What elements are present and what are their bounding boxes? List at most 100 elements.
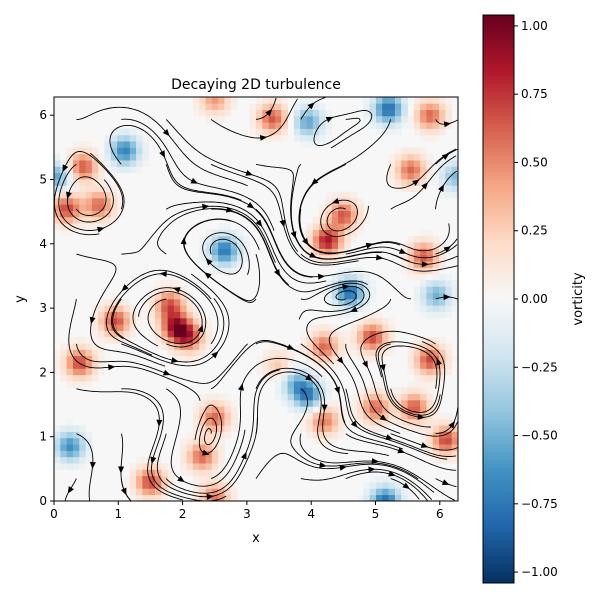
heatmap-cell <box>394 475 402 483</box>
heatmap-cell <box>256 122 263 129</box>
heatmap-cell <box>281 109 288 117</box>
heatmap-cell <box>344 412 352 420</box>
heatmap-cell <box>66 444 74 451</box>
heatmap-cell <box>98 330 105 338</box>
heatmap-cell <box>218 488 225 496</box>
heatmap-cell <box>262 355 269 363</box>
heatmap-cell <box>382 412 389 420</box>
heatmap-cell <box>357 280 364 287</box>
heatmap-cell <box>426 393 434 401</box>
heatmap-cell <box>363 311 370 319</box>
heatmap-cell <box>274 374 282 382</box>
heatmap-cell <box>274 343 282 350</box>
heatmap-cell <box>407 153 415 161</box>
heatmap-cell <box>401 97 408 104</box>
heatmap-cell <box>224 488 232 496</box>
heatmap-cell <box>426 128 434 136</box>
heatmap-cell <box>117 141 124 148</box>
heatmap-cell <box>426 368 434 376</box>
heatmap-cell <box>256 109 263 117</box>
heatmap-cell <box>66 198 74 205</box>
heatmap-cell <box>420 235 427 243</box>
heatmap-cell <box>72 160 80 167</box>
heatmap-cell <box>268 115 276 123</box>
heatmap-cell <box>300 336 307 344</box>
heatmap-cell <box>167 292 175 300</box>
heatmap-cell <box>319 122 326 129</box>
heatmap-cell <box>230 235 238 243</box>
heatmap-cell <box>426 160 434 167</box>
heatmap-cell <box>186 463 194 470</box>
heatmap-cell <box>199 488 206 496</box>
heatmap-cell <box>401 267 408 275</box>
heatmap-cell <box>268 128 276 136</box>
heatmap-cell <box>123 153 131 161</box>
heatmap-cell <box>350 412 358 420</box>
heatmap-cell <box>256 128 263 136</box>
heatmap-cell <box>388 97 396 104</box>
heatmap-cell <box>218 248 225 256</box>
heatmap-cell <box>407 235 415 243</box>
heatmap-cell <box>85 147 93 155</box>
heatmap-cell <box>401 172 408 180</box>
heatmap-cell <box>375 482 383 489</box>
heatmap-cell <box>155 292 162 300</box>
heatmap-cell <box>439 437 446 445</box>
streamline-arrow <box>205 258 213 266</box>
heatmap-cell <box>85 185 93 193</box>
heatmap-cell <box>91 330 99 338</box>
heatmap-cell <box>98 198 105 205</box>
heatmap-cell <box>407 261 415 268</box>
heatmap-cell <box>293 387 301 395</box>
heatmap-cell <box>98 324 105 331</box>
heatmap-cell <box>331 204 339 211</box>
heatmap-cell <box>148 488 156 496</box>
heatmap-cell <box>173 299 181 306</box>
heatmap-cell <box>91 355 99 363</box>
heatmap-cell <box>123 128 131 136</box>
x-tick-label: 2 <box>179 507 187 521</box>
heatmap-cell <box>338 418 345 426</box>
streamline-arrow <box>290 231 297 239</box>
heatmap-cell <box>211 475 219 483</box>
heatmap-cell <box>91 343 99 350</box>
heatmap-cell <box>375 115 383 123</box>
heatmap-cell <box>426 286 434 294</box>
heatmap-cell <box>432 355 440 363</box>
heatmap-cell <box>98 343 105 350</box>
heatmap-cell <box>281 362 288 369</box>
heatmap-cell <box>72 425 80 432</box>
heatmap-cell <box>338 286 345 294</box>
heatmap-cell <box>211 267 219 275</box>
heatmap-cell <box>104 305 112 312</box>
heatmap-cell <box>129 469 137 477</box>
heatmap-cell <box>186 317 194 325</box>
heatmap-cell <box>331 235 339 243</box>
heatmap-cell <box>167 311 175 319</box>
heatmap-cell <box>445 191 453 199</box>
heatmap-cell <box>54 191 61 199</box>
heatmap-cell <box>439 456 446 464</box>
heatmap-cell <box>148 463 156 470</box>
heatmap-cell <box>129 475 137 483</box>
heatmap-cell <box>420 160 427 167</box>
heatmap-cell <box>142 475 150 483</box>
heatmap-cell <box>218 109 225 117</box>
heatmap-cell <box>85 160 93 167</box>
heatmap-cell <box>199 400 206 407</box>
heatmap-cell <box>211 456 219 464</box>
heatmap-cell <box>413 273 421 281</box>
heatmap-cell <box>155 336 162 344</box>
heatmap-cell <box>199 475 206 483</box>
heatmap-cell <box>413 425 421 432</box>
heatmap-cell <box>420 109 427 117</box>
heatmap-cell <box>161 475 168 483</box>
heatmap-cell <box>224 242 232 249</box>
heatmap-cell <box>451 418 458 426</box>
heatmap-cell <box>110 147 118 155</box>
heatmap-cell <box>211 393 219 401</box>
heatmap-cell <box>388 387 396 395</box>
heatmap-cell <box>338 280 345 287</box>
streamline-arrow <box>150 456 157 465</box>
heatmap-cell <box>192 412 200 420</box>
